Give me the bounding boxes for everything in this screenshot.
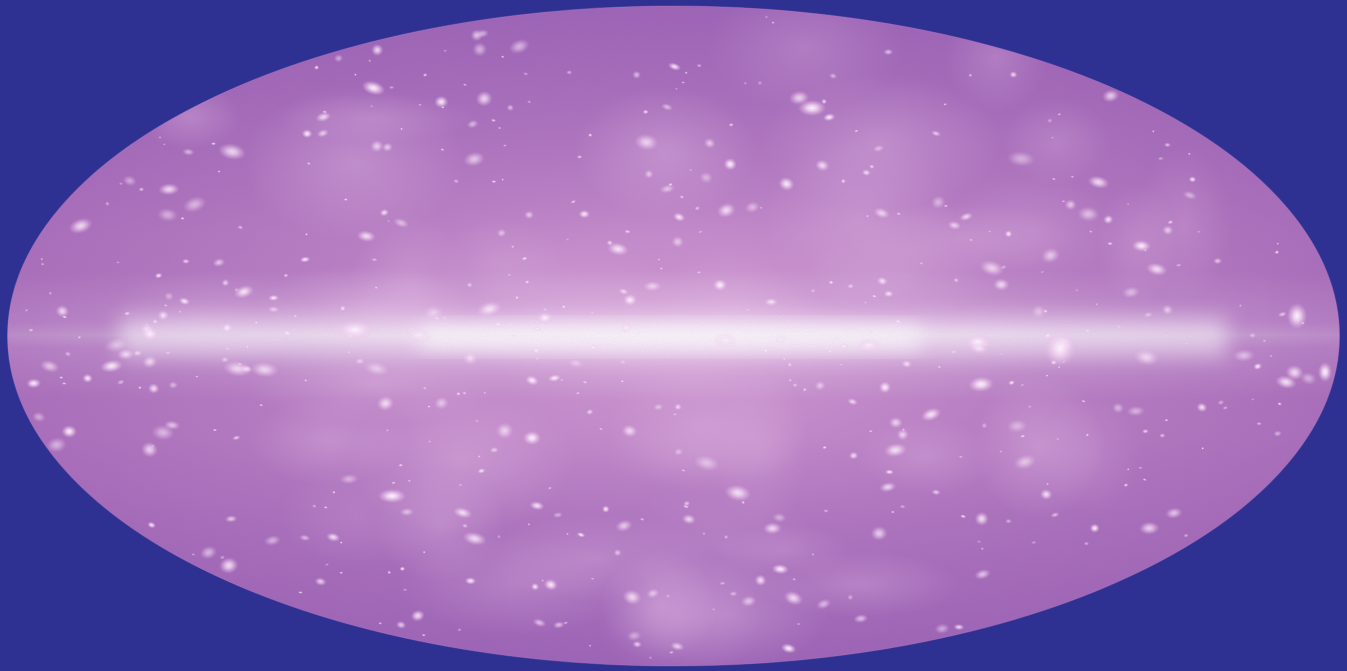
sky-boundary [7, 5, 1340, 667]
